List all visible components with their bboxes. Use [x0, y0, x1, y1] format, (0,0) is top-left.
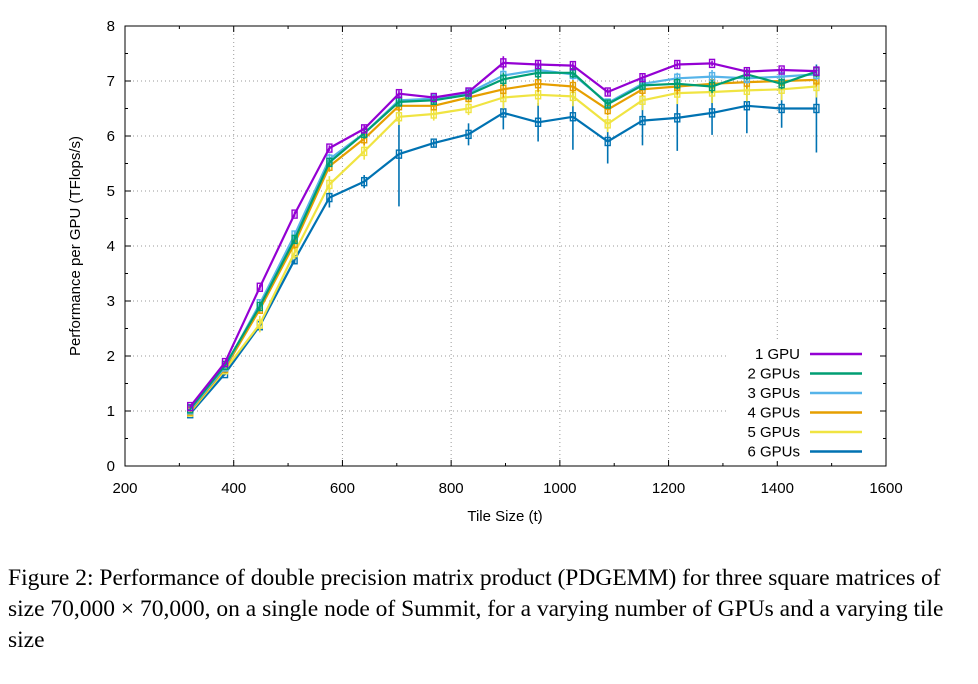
data-point	[534, 59, 542, 70]
data-point	[674, 79, 681, 89]
data-point	[604, 99, 611, 109]
data-point	[674, 113, 681, 123]
data-point	[569, 112, 577, 122]
x-tick-label: 400	[221, 480, 246, 497]
y-tick-label: 1	[107, 403, 115, 420]
data-point	[569, 81, 577, 92]
data-point	[465, 129, 472, 140]
axis-ticks: 200 400 600 800 1000 1200 1400 1600 0 1 2 3 4 5 6 7 8	[107, 18, 903, 497]
data-point	[500, 108, 507, 118]
data-point	[221, 357, 229, 368]
x-tick-label: 1600	[869, 480, 902, 497]
data-point	[743, 101, 751, 111]
data-point	[256, 301, 264, 312]
figure-caption: Figure 2: Performance of double precisio…	[8, 565, 944, 653]
y-tick-label: 5	[107, 183, 115, 200]
data-point	[778, 65, 785, 75]
data-point	[604, 136, 611, 147]
data-point	[360, 176, 368, 187]
performance-chart: 200 400 600 800 1000 1200 1400 1600 0 1 2 3 4 5 6 7 8 Ti…	[67, 18, 903, 525]
data-point	[395, 88, 403, 99]
legend-box	[728, 341, 878, 461]
data-point	[395, 149, 403, 159]
y-tick-label: 2	[107, 348, 115, 365]
data-point	[708, 81, 716, 92]
data-point	[813, 66, 820, 76]
data-point	[326, 143, 333, 153]
x-tick-label: 1000	[543, 480, 576, 497]
data-point	[639, 115, 646, 126]
data-point	[500, 74, 507, 85]
x-axis-label: Tile Size (t)	[467, 508, 542, 525]
x-tick-label: 600	[330, 480, 355, 497]
data-point	[326, 192, 333, 203]
data-point	[604, 87, 611, 97]
legend: 1 GPU 2 GPUs 3 GPUs 4 GPUs 5 GPUs 6 GPUs	[747, 346, 862, 461]
y-axis-label: Performance per GPU (TFlops/s)	[67, 136, 84, 356]
x-tick-label: 1200	[652, 480, 685, 497]
data-point	[291, 209, 298, 219]
data-point	[534, 79, 542, 89]
data-point	[326, 179, 333, 190]
x-tick-label: 1400	[761, 480, 794, 497]
data-point	[743, 66, 751, 77]
legend-label: 6 GPUs	[747, 444, 800, 461]
legend-label: 1 GPU	[755, 346, 800, 363]
data-point	[534, 117, 542, 127]
series-line	[189, 85, 817, 413]
legend-label: 4 GPUs	[747, 405, 800, 422]
data-point	[187, 401, 194, 412]
y-tick-label: 4	[107, 238, 115, 255]
data-point	[256, 319, 264, 329]
y-tick-label: 3	[107, 293, 115, 310]
data-point	[430, 138, 437, 148]
x-tick-label: 200	[112, 480, 137, 497]
legend-label: 3 GPUs	[747, 385, 800, 402]
data-point	[360, 146, 368, 157]
y-tick-label: 7	[107, 73, 115, 90]
data-point	[500, 58, 507, 68]
data-point	[813, 103, 820, 114]
data-point	[639, 72, 646, 83]
data-point	[778, 103, 785, 114]
x-tick-label: 800	[439, 480, 464, 497]
data-point	[639, 95, 646, 105]
data-point	[674, 59, 681, 70]
data-point	[326, 157, 333, 168]
data-point	[604, 119, 611, 129]
data-point	[291, 234, 298, 245]
series-1-gpu	[187, 56, 820, 412]
series-line	[189, 78, 817, 412]
y-tick-label: 0	[107, 458, 115, 475]
data-point	[708, 58, 716, 69]
data-point	[708, 108, 716, 118]
data-point	[256, 282, 264, 292]
data-point	[430, 92, 437, 103]
series-layer	[187, 56, 820, 419]
y-tick-label: 6	[107, 128, 115, 145]
legend-label: 5 GPUs	[747, 424, 800, 441]
data-point	[360, 124, 368, 134]
data-point	[395, 112, 403, 122]
series-2-gpu	[187, 66, 820, 414]
legend-label: 2 GPUs	[747, 366, 800, 383]
data-point	[465, 103, 472, 114]
data-point	[465, 87, 472, 97]
data-point	[569, 60, 577, 71]
y-tick-label: 8	[107, 18, 115, 35]
data-point	[778, 79, 785, 89]
